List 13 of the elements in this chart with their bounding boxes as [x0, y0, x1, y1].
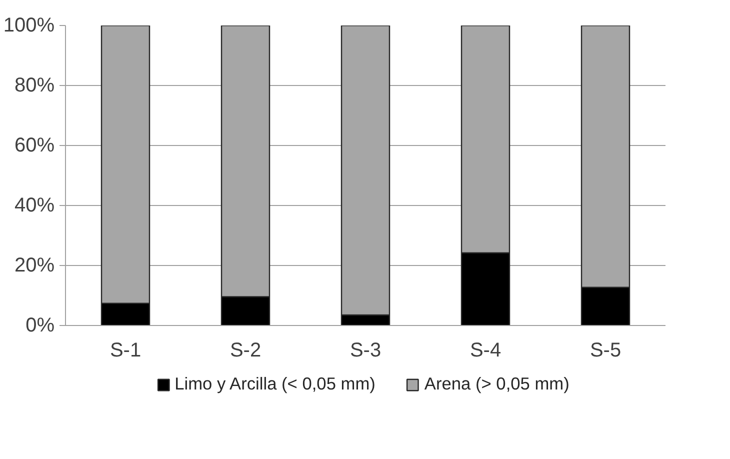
- x-tick-label: S-2: [230, 340, 262, 362]
- y-tick-label: 20%: [14, 254, 55, 276]
- y-tick-label: 0%: [26, 314, 55, 336]
- x-tick-label: S-5: [590, 340, 622, 362]
- y-tick-label: 60%: [14, 134, 55, 156]
- x-tick-label: S-3: [350, 340, 382, 362]
- y-tick-label: 100%: [3, 14, 55, 36]
- legend-label: Limo y Arcilla (< 0,05 mm): [174, 374, 376, 394]
- x-tick-label: S-4: [470, 340, 502, 362]
- y-tick-label: 40%: [14, 194, 55, 216]
- x-tick-label: S-1: [110, 340, 142, 362]
- y-tick-label: 80%: [14, 74, 55, 96]
- legend-label: Arena (> 0,05 mm): [424, 374, 570, 394]
